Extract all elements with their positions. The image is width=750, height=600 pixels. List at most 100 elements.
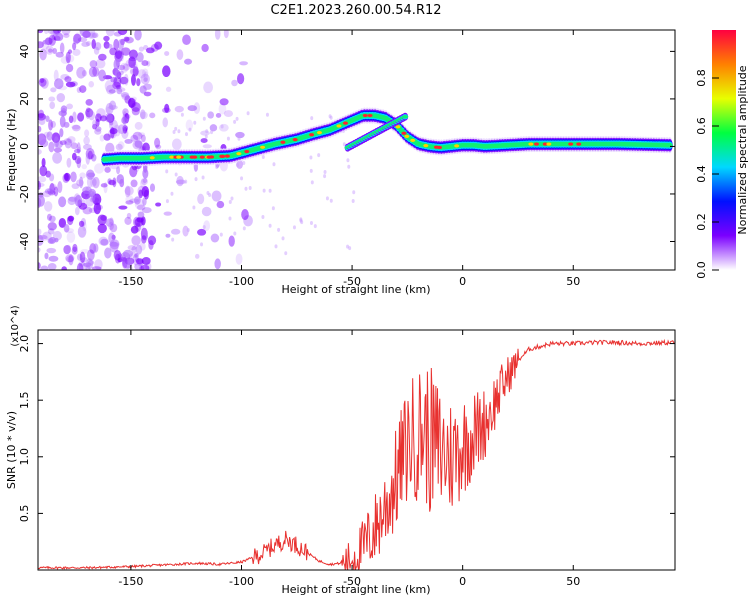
spectrogram-noise-cell bbox=[95, 113, 102, 122]
spectrogram-noise-cell bbox=[210, 130, 214, 135]
spectrogram-noise-cell bbox=[176, 49, 184, 60]
spectrogram-noise-cell bbox=[104, 113, 113, 123]
spectrogram-noise-cell bbox=[121, 93, 130, 101]
spectrogram-noise-cell bbox=[237, 136, 241, 141]
spectrogram-noise-cell bbox=[63, 138, 73, 146]
spectrogram-noise-cell bbox=[140, 73, 150, 85]
spectrogram-noise-cell bbox=[233, 231, 237, 236]
snr-y-tick-label: 1.0 bbox=[18, 448, 31, 466]
spectrogram-peak-cell bbox=[260, 145, 266, 149]
spectrogram-noise-cell bbox=[218, 103, 227, 115]
spectrogram-noise-cell bbox=[205, 129, 209, 134]
spectrogram-noise-cell bbox=[70, 142, 78, 150]
spectrogram-noise-cell bbox=[242, 226, 246, 231]
spectrogram-noise-cell bbox=[98, 53, 107, 61]
spectrogram-noise-cell bbox=[197, 228, 207, 236]
spectrogram-noise-cell bbox=[129, 198, 140, 203]
spectrogram-noise-cell bbox=[113, 58, 120, 71]
spectrogram-peak-cell bbox=[176, 155, 182, 159]
spectrogram-noise-cell bbox=[192, 205, 196, 210]
spectrogram-noise-cell bbox=[79, 176, 84, 189]
spectrogram-noise-cell bbox=[142, 68, 149, 78]
spectrogram-noise-cell bbox=[41, 157, 46, 168]
spectrogram-noise-cell bbox=[200, 130, 210, 136]
spectrogram-peak-cell bbox=[220, 154, 226, 158]
spectrogram-noise-cell bbox=[122, 108, 129, 116]
spectrogram-noise-cell bbox=[117, 30, 128, 36]
spectrogram-noise-cell bbox=[77, 112, 85, 122]
spectrogram-peak-cell bbox=[292, 138, 298, 142]
spectrogram-noise-cell bbox=[61, 266, 67, 270]
spectrogram-noise-cell bbox=[71, 183, 80, 190]
snr-series-line bbox=[38, 338, 675, 570]
spectrogram-noise-cell bbox=[114, 69, 120, 79]
spectrogram-peak-cell bbox=[149, 156, 155, 160]
spectrogram-noise-cell bbox=[132, 131, 143, 141]
spectrogram-plot-area bbox=[38, 30, 673, 270]
spectrogram-noise-cell bbox=[134, 196, 141, 205]
spectrogram-noise-cell bbox=[73, 148, 81, 154]
spectrogram-noise-cell bbox=[132, 66, 139, 77]
spectrogram-noise-cell bbox=[72, 124, 81, 132]
spectrogram-noise-cell bbox=[63, 121, 70, 128]
spectrogram-noise-cell bbox=[140, 134, 146, 143]
spectrogram-noise-cell bbox=[40, 235, 49, 242]
spectrogram-noise-cell bbox=[262, 188, 266, 193]
spectrogram-noise-cell bbox=[45, 115, 50, 122]
spectrogram-noise-cell bbox=[67, 136, 76, 144]
spectrogram-y-tick-label: 40 bbox=[18, 44, 31, 58]
spectrogram-noise-cell bbox=[149, 112, 156, 119]
spectrogram-noise-cell bbox=[119, 76, 129, 85]
spectrogram-noise-cell bbox=[162, 117, 168, 128]
spectrogram-peak-cell bbox=[362, 113, 368, 118]
spectrogram-noise-cell bbox=[64, 138, 72, 149]
spectrogram-noise-cell bbox=[228, 216, 232, 221]
spectrogram-peak-cell bbox=[336, 124, 342, 128]
spectrogram-noise-cell bbox=[134, 121, 143, 130]
spectrogram-noise-cell bbox=[81, 69, 87, 77]
spectrogram-noise-cell bbox=[115, 143, 123, 151]
spectrogram-noise-cell bbox=[103, 133, 111, 141]
spectrogram-noise-cell bbox=[145, 47, 155, 54]
spectrogram-noise-cell bbox=[120, 91, 129, 98]
spectrogram-noise-cell bbox=[121, 116, 128, 124]
spectrogram-noise-cell bbox=[105, 218, 114, 227]
spectrogram-noise-cell bbox=[91, 266, 102, 270]
spectrogram-noise-cell bbox=[140, 109, 146, 120]
spectrogram-noise-cell bbox=[231, 79, 238, 87]
spectrogram-noise-cell bbox=[170, 191, 174, 196]
snr-y-tick-label: 0.5 bbox=[18, 505, 31, 523]
spectrogram-noise-cell bbox=[48, 141, 55, 153]
spectrogram-x-tick-label: -50 bbox=[343, 275, 361, 288]
spectrogram-noise-cell bbox=[200, 138, 208, 143]
snr-x-tick-label: -150 bbox=[118, 575, 143, 588]
spectrogram-noise-cell bbox=[184, 179, 188, 184]
spectrogram-noise-cell bbox=[79, 30, 90, 37]
spectrogram-noise-cell bbox=[38, 78, 47, 87]
spectrogram-noise-cell bbox=[130, 96, 137, 101]
spectrogram-peak-cell bbox=[568, 142, 574, 146]
spectrogram-noise-cell bbox=[40, 77, 49, 89]
snr-panel: -150 -100 -50 0 50 0.5 1.0 1.5 2.0 (x10^4) Heig… bbox=[5, 305, 676, 596]
spectrogram-noise-cell bbox=[88, 30, 96, 38]
spectrogram-noise-cell bbox=[211, 190, 222, 202]
spectrogram-noise-cell bbox=[182, 34, 191, 45]
spectrogram-noise-cell bbox=[219, 232, 223, 237]
spectrogram-noise-cell bbox=[131, 235, 141, 246]
spectrogram-noise-cell bbox=[130, 179, 138, 188]
spectrogram-noise-cell bbox=[68, 49, 73, 54]
spectrogram-noise-cell bbox=[140, 216, 146, 226]
spectrogram-noise-cell bbox=[137, 211, 145, 218]
spectrogram-noise-cell bbox=[85, 40, 91, 46]
spectrogram-noise-cell bbox=[239, 61, 248, 66]
spectrogram-noise-cell bbox=[74, 195, 83, 207]
spectrogram-noise-cell bbox=[175, 179, 186, 185]
spectrogram-peak-cell bbox=[199, 155, 205, 159]
snr-x-tick-label: 50 bbox=[566, 575, 580, 588]
spectrogram-noise-cell bbox=[176, 175, 184, 187]
spectrogram-noise-cell bbox=[268, 188, 272, 193]
spectrogram-noise-cell bbox=[44, 188, 55, 195]
spectrogram-noise-cell bbox=[88, 66, 98, 78]
spectrogram-noise-cell bbox=[223, 30, 229, 39]
spectrogram-noise-cell bbox=[154, 137, 161, 148]
